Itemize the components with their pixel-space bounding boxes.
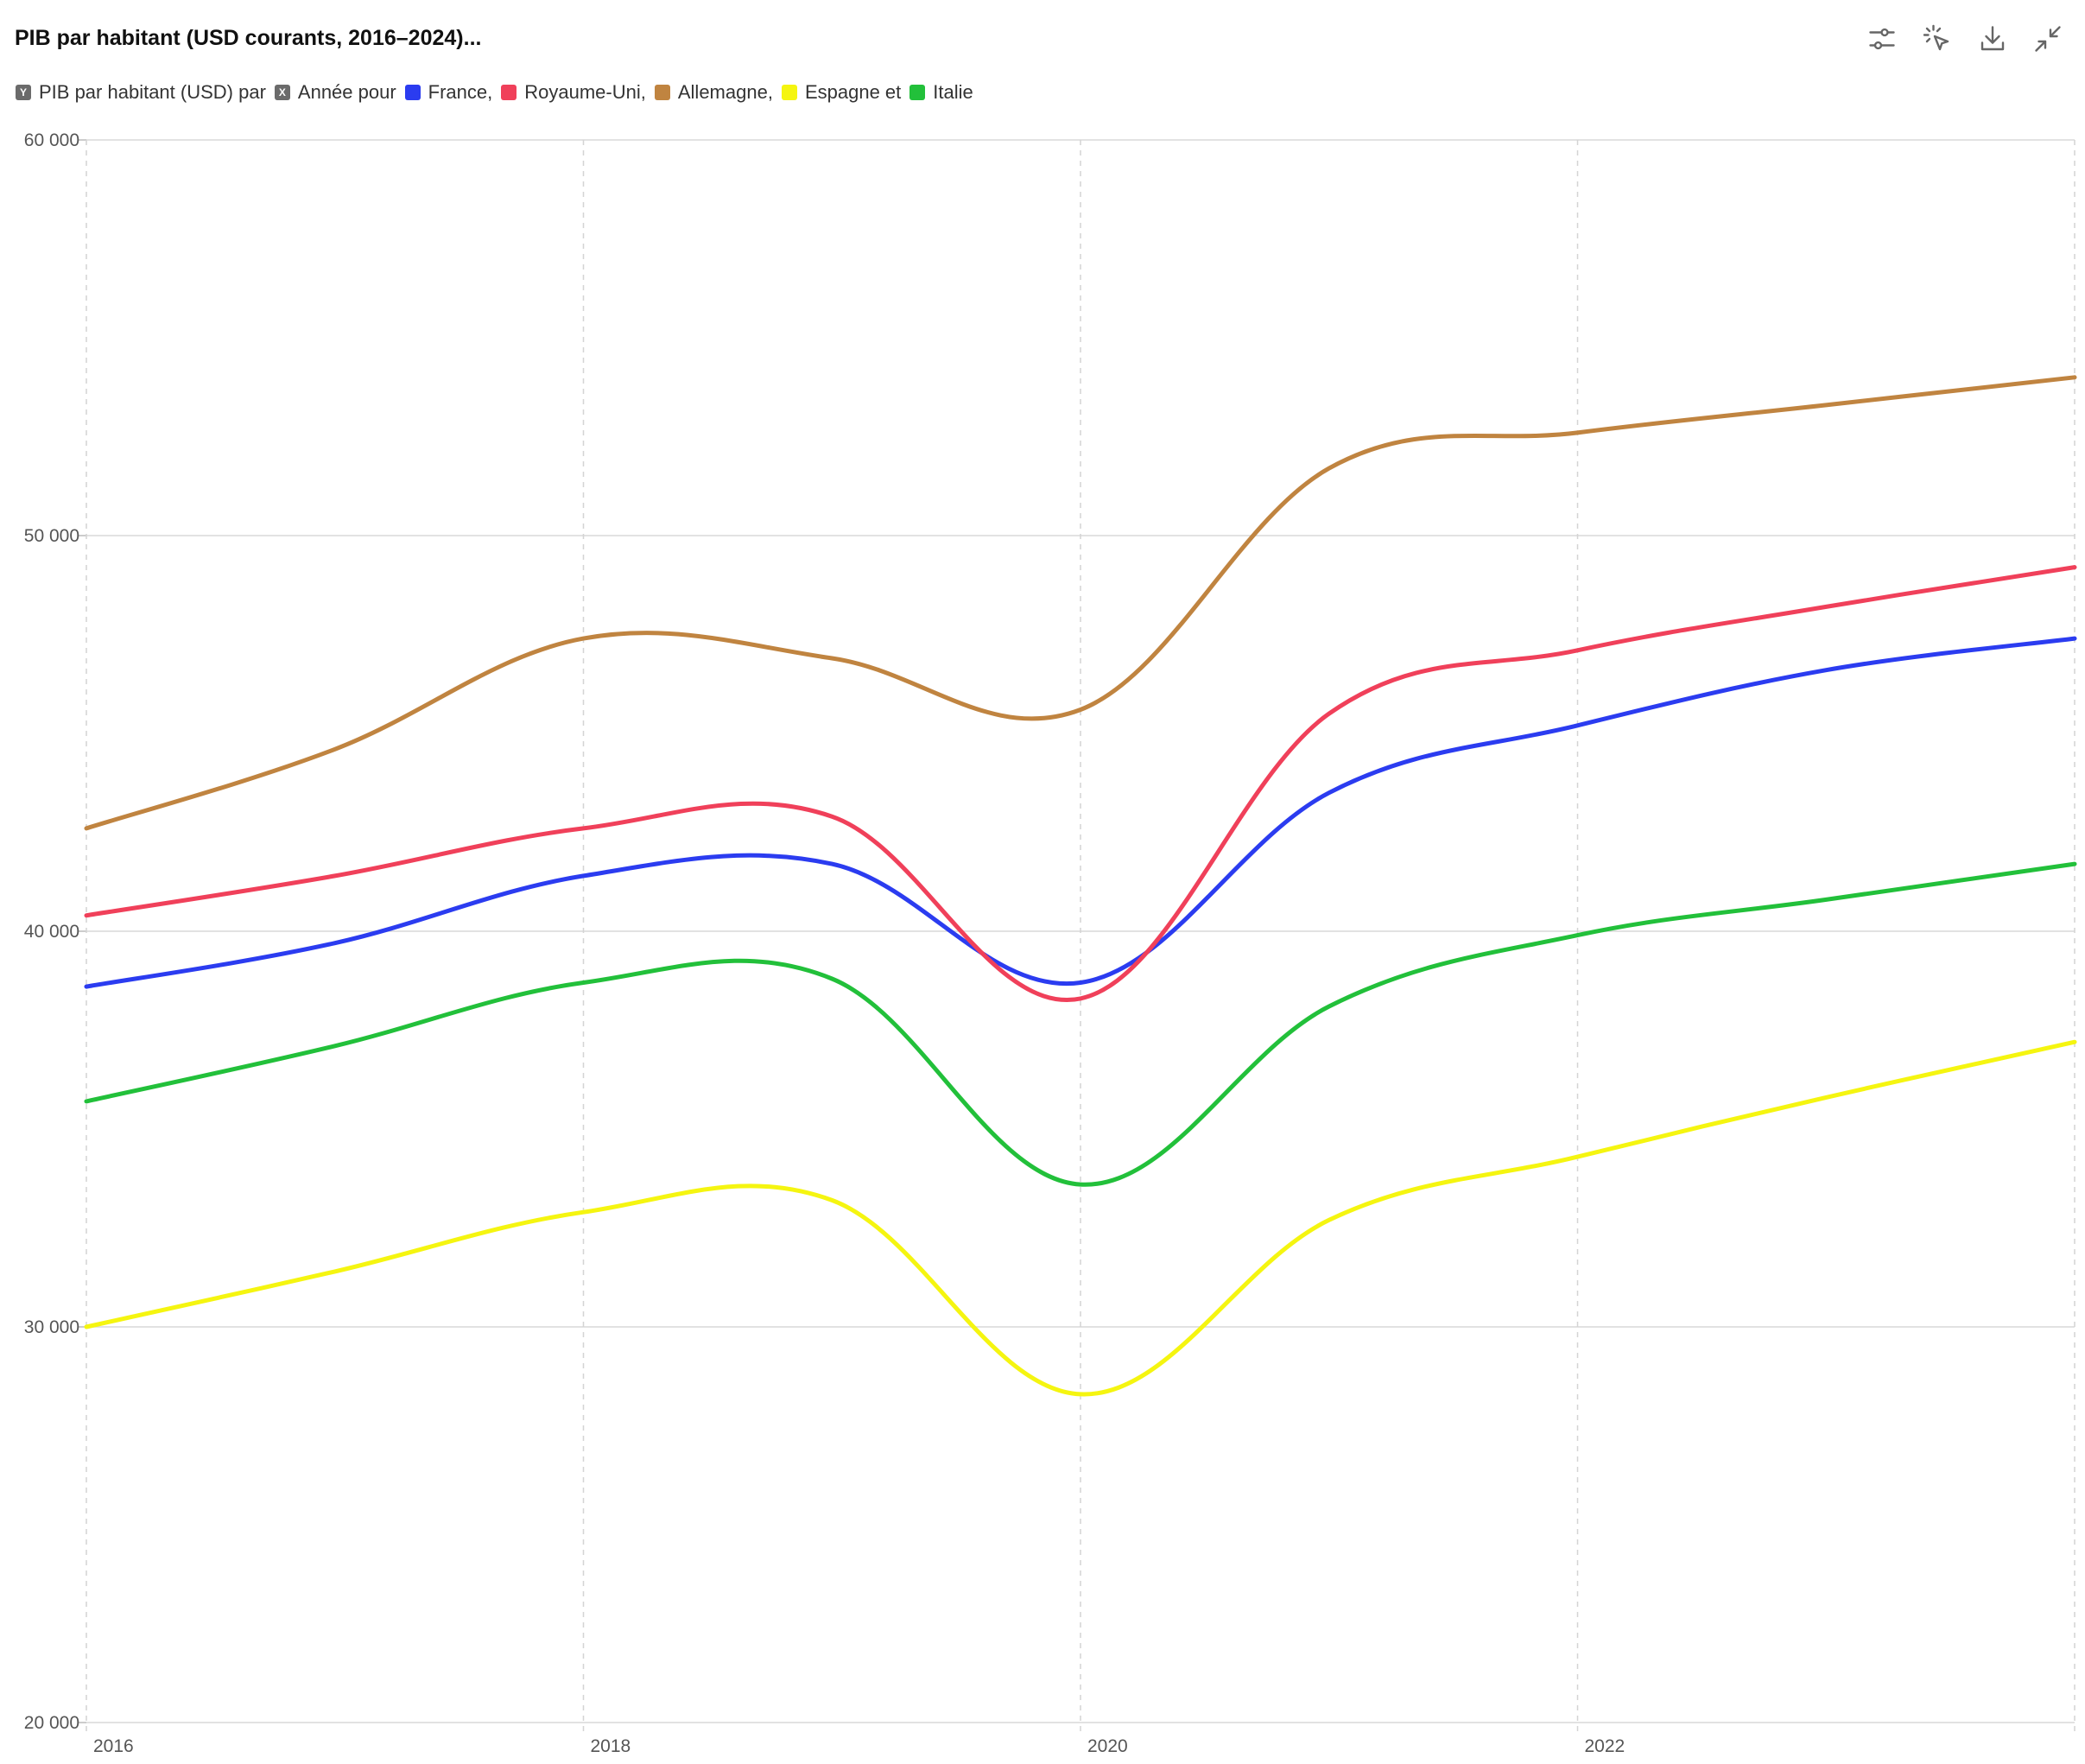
series-lines [84,375,2077,1397]
axis-labels: 20 000 30 000 40 000 50 000 60 000 2016 2018 20… [24,130,1625,1756]
toolbar [1864,21,2066,57]
y-tick-label: 40 000 [24,922,79,942]
collapse-button[interactable] [2030,21,2066,57]
legend-item-royaume-uni[interactable]: Royaume-Uni, [501,81,646,104]
legend-swatch-royaume-uni [501,85,517,100]
legend-swatch-italie [909,85,926,100]
y-tick-label: 30 000 [24,1317,79,1337]
settings-button[interactable] [1864,21,1900,57]
settings-sliders-icon [1869,28,1895,50]
series-line-france[interactable] [84,636,2077,989]
series-line-allemagne[interactable] [84,375,2077,831]
x-tick-label: 2022 [1585,1736,1626,1756]
legend-label-allemagne: Allemagne, [677,81,773,103]
legend-label-italie: Italie [933,81,973,103]
x-axis-badge: X [274,85,290,100]
legend-label-espagne: Espagne et [804,81,902,103]
legend-label-royaume-uni: Royaume-Uni, [524,81,646,103]
legend-x-label: Année pour [297,81,396,103]
legend-item-allemagne[interactable]: Allemagne, [654,81,773,104]
series-line-royaume-uni[interactable] [84,565,2077,1003]
x-tick-label: 2018 [591,1736,631,1756]
select-button[interactable] [1919,21,1955,57]
chart-title: PIB par habitant (USD courants, 2016–202… [15,26,482,50]
chart-header: PIB par habitant (USD courants, 2016–202… [0,0,2085,78]
x-tick-label: 2016 [93,1736,134,1756]
legend-swatch-france [404,85,421,100]
y-axis-badge: Y [16,85,31,100]
x-tick-label: 2020 [1087,1736,1128,1756]
legend-swatch-allemagne [654,85,670,100]
legend-y-label: PIB par habitant (USD) par [39,81,266,103]
legend-y-axis: Y PIB par habitant (USD) par [16,81,266,104]
legend-item-france[interactable]: France, [404,81,493,104]
collapse-icon [2035,26,2061,52]
legend-item-espagne[interactable]: Espagne et [781,81,902,104]
legend-swatch-espagne [781,85,797,100]
download-icon [1980,26,2005,51]
legend-x-axis: X Année pour [274,81,396,104]
series-line-espagne[interactable] [84,1039,2077,1397]
legend-label-france: France, [428,81,493,103]
y-tick-label: 60 000 [24,130,79,150]
legend-item-italie[interactable]: Italie [909,81,973,104]
download-button[interactable] [1974,21,2011,57]
select-cursor-icon [1923,24,1949,51]
y-tick-label: 50 000 [24,526,79,546]
y-tick-label: 20 000 [24,1713,79,1733]
grid [78,139,2075,1735]
series-line-italie[interactable] [84,861,2077,1187]
legend: Y PIB par habitant (USD) par X Année pou… [16,79,982,105]
